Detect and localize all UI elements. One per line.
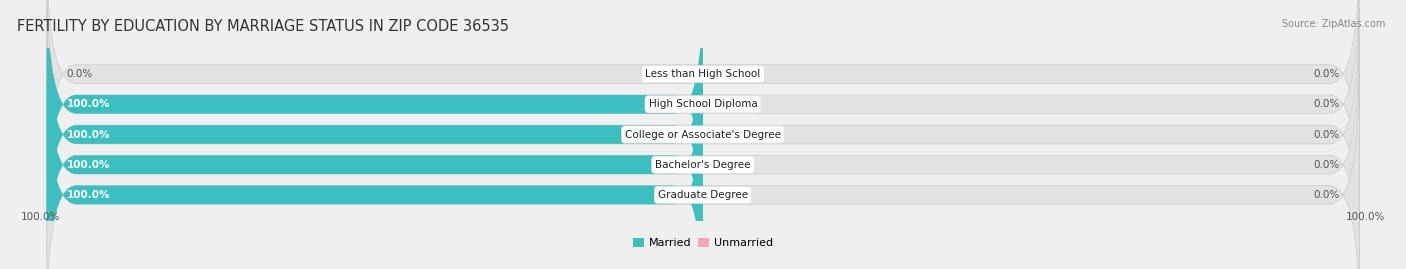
Text: 100.0%: 100.0% bbox=[1346, 212, 1385, 222]
Text: 100.0%: 100.0% bbox=[66, 129, 110, 140]
Text: 0.0%: 0.0% bbox=[1313, 160, 1340, 170]
Text: 0.0%: 0.0% bbox=[1313, 129, 1340, 140]
FancyBboxPatch shape bbox=[46, 0, 703, 231]
FancyBboxPatch shape bbox=[46, 0, 1360, 201]
Text: 0.0%: 0.0% bbox=[1313, 190, 1340, 200]
Text: 0.0%: 0.0% bbox=[66, 69, 93, 79]
Text: 100.0%: 100.0% bbox=[66, 160, 110, 170]
Text: 0.0%: 0.0% bbox=[1313, 69, 1340, 79]
Text: College or Associate's Degree: College or Associate's Degree bbox=[626, 129, 780, 140]
Text: Source: ZipAtlas.com: Source: ZipAtlas.com bbox=[1281, 19, 1385, 29]
Legend: Married, Unmarried: Married, Unmarried bbox=[628, 234, 778, 253]
FancyBboxPatch shape bbox=[46, 68, 1360, 269]
Text: Bachelor's Degree: Bachelor's Degree bbox=[655, 160, 751, 170]
FancyBboxPatch shape bbox=[46, 8, 1360, 261]
FancyBboxPatch shape bbox=[46, 68, 703, 269]
Text: 100.0%: 100.0% bbox=[21, 212, 60, 222]
Text: 100.0%: 100.0% bbox=[66, 190, 110, 200]
Text: High School Diploma: High School Diploma bbox=[648, 99, 758, 109]
Text: Less than High School: Less than High School bbox=[645, 69, 761, 79]
FancyBboxPatch shape bbox=[46, 38, 1360, 269]
FancyBboxPatch shape bbox=[46, 0, 1360, 231]
FancyBboxPatch shape bbox=[46, 8, 703, 261]
Text: 100.0%: 100.0% bbox=[66, 99, 110, 109]
Text: 0.0%: 0.0% bbox=[1313, 99, 1340, 109]
Text: Graduate Degree: Graduate Degree bbox=[658, 190, 748, 200]
Text: FERTILITY BY EDUCATION BY MARRIAGE STATUS IN ZIP CODE 36535: FERTILITY BY EDUCATION BY MARRIAGE STATU… bbox=[17, 19, 509, 34]
FancyBboxPatch shape bbox=[46, 38, 703, 269]
